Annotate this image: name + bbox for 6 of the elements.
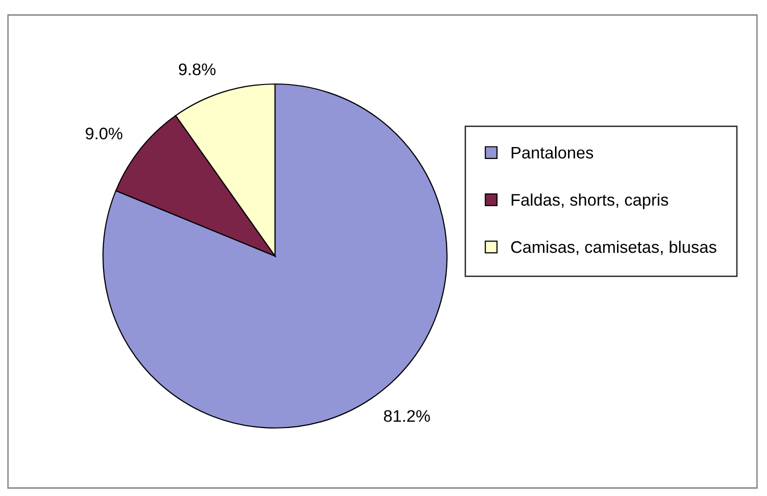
data-label: 81.2%: [384, 410, 430, 422]
data-label: 9.0%: [86, 128, 122, 140]
legend-label: Camisas, camisetas, blusas: [511, 240, 716, 255]
legend-label: Pantalones: [512, 146, 594, 159]
data-label: 9.8%: [178, 63, 216, 76]
legend-label: Faldas, shorts, capris: [512, 194, 668, 210]
